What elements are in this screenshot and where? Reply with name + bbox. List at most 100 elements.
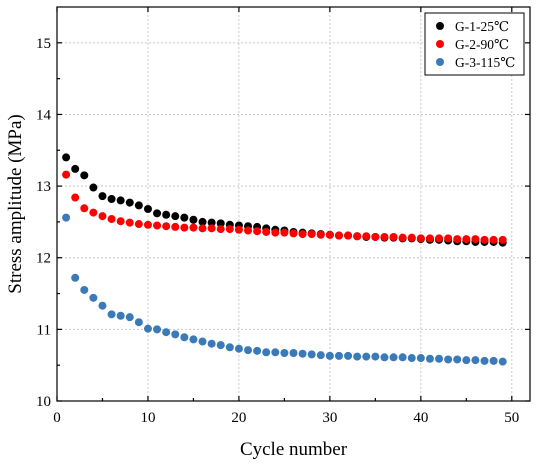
data-point-series-3 <box>162 328 171 337</box>
data-point-series-3 <box>389 353 398 362</box>
data-point-series-3 <box>216 341 225 350</box>
data-point-series-3 <box>334 351 343 360</box>
data-point-series-2 <box>325 230 334 239</box>
data-point-series-2 <box>271 228 280 237</box>
data-point-series-3 <box>298 349 307 358</box>
x-tick-label: 50 <box>504 410 519 426</box>
data-point-series-2 <box>143 220 152 229</box>
legend-marker-series-1 <box>436 22 444 30</box>
data-point-series-3 <box>134 318 143 327</box>
data-point-series-3 <box>98 301 107 310</box>
data-point-series-3 <box>435 354 444 363</box>
data-point-series-2 <box>425 234 434 243</box>
data-point-series-1 <box>162 210 171 219</box>
data-point-series-3 <box>80 285 89 294</box>
data-point-series-1 <box>171 212 180 221</box>
y-tick-label: 10 <box>36 394 51 410</box>
data-point-series-3 <box>180 333 189 342</box>
x-tick-label: 10 <box>140 410 155 426</box>
data-point-series-1 <box>62 153 71 162</box>
data-point-series-3 <box>189 335 198 344</box>
y-tick-label: 15 <box>36 36 51 52</box>
data-point-series-2 <box>362 232 371 241</box>
data-point-series-3 <box>253 346 262 355</box>
data-point-series-3 <box>416 354 425 363</box>
data-point-series-3 <box>398 353 407 362</box>
data-point-series-1 <box>180 213 189 222</box>
legend-label-series-2: G-2-90℃ <box>455 37 509 52</box>
data-point-series-3 <box>498 357 507 366</box>
data-point-series-3 <box>71 273 80 282</box>
data-point-series-3 <box>462 356 471 365</box>
x-axis-title: Cycle number <box>240 439 348 460</box>
data-point-series-3 <box>280 349 289 358</box>
data-point-series-2 <box>398 233 407 242</box>
data-point-series-3 <box>325 351 334 360</box>
data-point-series-2 <box>353 232 362 241</box>
grid <box>57 7 530 401</box>
data-point-series-3 <box>425 354 434 363</box>
x-tick-label: 30 <box>322 410 337 426</box>
data-point-series-1 <box>198 217 207 226</box>
legend-marker-series-3 <box>436 58 444 66</box>
data-point-series-3 <box>489 356 498 365</box>
legend-label-series-3: G-3-115℃ <box>455 55 515 70</box>
data-point-series-1 <box>107 194 116 203</box>
legend-label-series-1: G-1-25℃ <box>455 19 509 34</box>
data-point-series-1 <box>216 219 225 228</box>
x-tick-label: 20 <box>231 410 246 426</box>
data-point-series-2 <box>334 231 343 240</box>
data-point-series-1 <box>125 198 134 207</box>
data-point-series-2 <box>189 223 198 232</box>
data-point-series-2 <box>244 226 253 235</box>
data-point-series-2 <box>307 230 316 239</box>
data-point-series-3 <box>225 343 234 352</box>
data-point-series-2 <box>180 223 189 232</box>
data-point-series-2 <box>107 215 116 224</box>
data-point-series-2 <box>298 230 307 239</box>
data-point-series-2 <box>389 232 398 241</box>
data-point-series-1 <box>134 201 143 210</box>
data-point-series-3 <box>153 325 162 334</box>
data-point-series-3 <box>480 356 489 365</box>
data-point-series-2 <box>216 225 225 234</box>
data-point-series-1 <box>80 171 89 180</box>
data-point-series-3 <box>198 337 207 346</box>
data-point-series-2 <box>71 193 80 202</box>
data-point-series-3 <box>89 293 98 302</box>
data-point-series-3 <box>362 352 371 361</box>
data-point-series-2 <box>407 233 416 242</box>
data-point-series-2 <box>253 227 262 236</box>
data-point-series-2 <box>289 229 298 238</box>
data-point-series-2 <box>98 212 107 221</box>
axis-ticks <box>56 7 530 402</box>
legend: G-1-25℃ G-2-90℃ G-3-115℃ <box>424 12 525 76</box>
x-tick-label: 0 <box>53 410 61 426</box>
data-point-series-3 <box>371 352 380 361</box>
data-point-series-2 <box>198 224 207 233</box>
x-tick-label: 40 <box>413 410 428 426</box>
data-point-series-3 <box>207 339 216 348</box>
data-point-series-3 <box>471 356 480 365</box>
data-point-series-2 <box>471 235 480 244</box>
data-point-series-3 <box>453 355 462 364</box>
data-point-series-1 <box>71 164 80 173</box>
data-point-series-3 <box>62 213 71 222</box>
data-point-series-2 <box>444 234 453 243</box>
data-point-series-1 <box>98 192 107 201</box>
data-point-series-2 <box>280 228 289 237</box>
data-point-series-2 <box>380 232 389 241</box>
data-point-series-1 <box>207 218 216 227</box>
data-point-series-2 <box>462 235 471 244</box>
plot-frame <box>56 6 531 402</box>
data-point-series-3 <box>344 351 353 360</box>
data-point-series-3 <box>307 350 316 359</box>
data-point-series-2 <box>435 234 444 243</box>
data-point-series-2 <box>371 232 380 241</box>
data-point-series-2 <box>498 235 507 244</box>
data-point-series-3 <box>316 351 325 360</box>
y-axis-title: Stress amplitude (MPa) <box>5 114 26 293</box>
